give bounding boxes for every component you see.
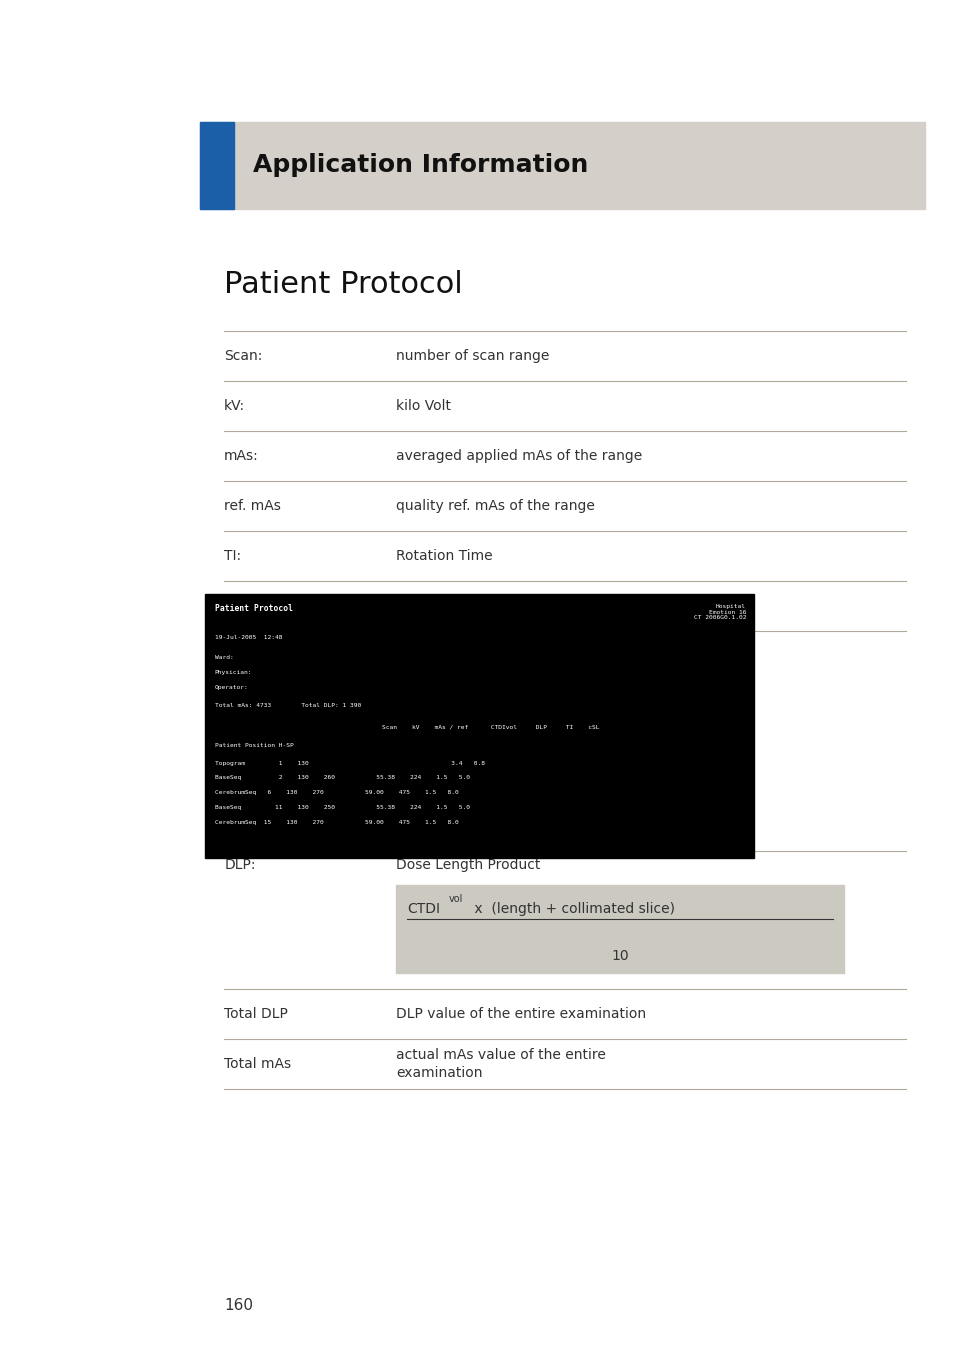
Text: CTDI: CTDI	[224, 681, 257, 694]
Text: Total mAs: 4733        Total DLP: 1 390: Total mAs: 4733 Total DLP: 1 390	[214, 703, 360, 708]
Text: quality ref. mAs of the range: quality ref. mAs of the range	[395, 499, 594, 513]
Text: vol: vol	[448, 894, 462, 904]
Text: averaged applied mAs of the range: averaged applied mAs of the range	[395, 449, 641, 463]
Text: collimated Slice: collimated Slice	[395, 598, 505, 613]
Text: DLP value of the entire examination: DLP value of the entire examination	[395, 1006, 645, 1021]
Text: Hospital
Emotion 16
CT 2006G0.1.02: Hospital Emotion 16 CT 2006G0.1.02	[693, 604, 745, 620]
Text: :: :	[288, 681, 293, 694]
Text: CTDIw: CTDIw	[407, 698, 452, 712]
Text: 10: 10	[611, 950, 628, 963]
Text: cSL:: cSL:	[224, 598, 253, 613]
Text: kilo Volt: kilo Volt	[395, 399, 451, 413]
Bar	[395, 681, 586, 759]
Text: kV:: kV:	[224, 399, 245, 413]
Text: 160: 160	[224, 1298, 253, 1313]
Text: DLP:: DLP:	[224, 858, 255, 871]
Text: mAs:: mAs:	[224, 449, 258, 463]
Text: Patient Position H-SP: Patient Position H-SP	[214, 743, 294, 748]
Text: CerebrumSeq  15    130    270           59.00    475    1.5   8.0: CerebrumSeq 15 130 270 59.00 475 1.5 8.0	[214, 820, 458, 825]
Text: vol: vol	[265, 686, 279, 696]
Text: Pitch Factor: Pitch Factor	[407, 739, 488, 753]
Text: BaseSeq          2    130    260           55.38    224    1.5   5.0: BaseSeq 2 130 260 55.38 224 1.5 5.0	[214, 775, 469, 781]
Text: actual mAs value of the entire
examination: actual mAs value of the entire examinati…	[395, 1048, 605, 1079]
Text: For further information please refer to
the chapter “Dose Information”.: For further information please refer to …	[395, 770, 634, 801]
Text: Scan    kV    mAs / ref      CTDIvol     DLP     TI    cSL: Scan kV mAs / ref CTDIvol DLP TI cSL	[381, 724, 598, 730]
Text: CerebrumSeq   6    130    270           59.00    475    1.5   8.0: CerebrumSeq 6 130 270 59.00 475 1.5 8.0	[214, 790, 458, 796]
Text: Rotation Time: Rotation Time	[395, 549, 492, 563]
Text: Physician:: Physician:	[214, 670, 252, 676]
Text: Patient Protocol: Patient Protocol	[224, 270, 462, 299]
Bar	[200, 122, 924, 209]
Text: 19-Jul-2005  12:48: 19-Jul-2005 12:48	[214, 635, 282, 640]
Text: Total DLP: Total DLP	[224, 1006, 288, 1021]
Text: x  (length + collimated slice): x (length + collimated slice)	[470, 902, 675, 916]
Bar	[205, 594, 753, 858]
Text: Topogram         1    130                                      3.4   0.8: Topogram 1 130 3.4 0.8	[214, 761, 484, 766]
Bar	[395, 885, 843, 973]
Text: Total mAs: Total mAs	[224, 1056, 291, 1071]
Text: TI:: TI:	[224, 549, 241, 563]
Text: CTDI: CTDI	[407, 902, 440, 916]
Text: Ward:: Ward:	[214, 655, 233, 661]
Bar	[200, 122, 233, 209]
Text: Application Information: Application Information	[253, 154, 588, 177]
Text: Patient Protocol: Patient Protocol	[214, 604, 293, 613]
Text: number of scan range: number of scan range	[395, 349, 549, 363]
Text: Scan:: Scan:	[224, 349, 262, 363]
Text: ref. mAs: ref. mAs	[224, 499, 281, 513]
Text: BaseSeq         11    130    250           55.38    224    1.5   5.0: BaseSeq 11 130 250 55.38 224 1.5 5.0	[214, 805, 469, 811]
Text: Dose Length Product: Dose Length Product	[395, 858, 539, 871]
Text: Operator:: Operator:	[214, 685, 248, 690]
